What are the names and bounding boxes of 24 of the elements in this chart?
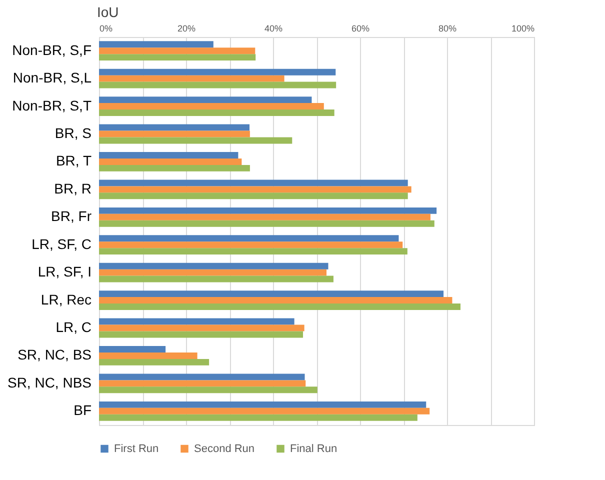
x-tick-label: 20% <box>177 24 196 34</box>
y-tick-label: BR, S <box>54 125 92 141</box>
y-tick-label: LR, SF, C <box>32 236 92 252</box>
legend-label: Second Run <box>194 442 255 455</box>
legend-label: First Run <box>114 442 159 455</box>
y-tick-label: LR, SF, I <box>38 264 92 280</box>
y-tick-label: LR, C <box>56 319 92 335</box>
y-tick-label: Non-BR, S,T <box>12 97 92 114</box>
chart-title: IoU <box>96 4 119 20</box>
y-tick-label: LR, Rec <box>40 291 92 308</box>
y-tick-label: BR, Fr <box>51 208 92 224</box>
x-tick-label: 40% <box>264 24 283 34</box>
y-tick-label: Non-BR, S,L <box>12 70 92 86</box>
y-tick-label: BR, T <box>56 152 92 169</box>
x-tick-label: 80% <box>438 24 457 34</box>
legend-label: Final Run <box>290 442 338 455</box>
x-tick-label: 60% <box>351 24 370 34</box>
y-tick-label: Non-BR, S,F <box>12 42 92 58</box>
y-tick-label: BR, R <box>54 180 92 196</box>
x-tick-label: 100% <box>511 24 534 34</box>
x-tick-label: 0% <box>100 24 113 34</box>
y-tick-label: SR, NC, BS <box>18 346 92 363</box>
y-tick-label: BF <box>74 402 92 418</box>
y-tick-label: SR, NC, NBS <box>7 374 92 390</box>
